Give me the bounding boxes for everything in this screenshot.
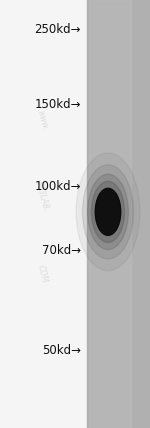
Text: COM: COM — [35, 264, 49, 284]
Text: 150kd→: 150kd→ — [34, 98, 81, 111]
Bar — [87, 0, 150, 428]
Text: 70kd→: 70kd→ — [42, 244, 81, 257]
Text: 100kd→: 100kd→ — [34, 180, 81, 193]
Text: www.: www. — [35, 109, 49, 131]
Text: 50kd→: 50kd→ — [42, 345, 81, 357]
Ellipse shape — [92, 181, 125, 242]
Text: 250kd→: 250kd→ — [34, 24, 81, 36]
Ellipse shape — [95, 188, 121, 235]
Text: PT3LAB.: PT3LAB. — [34, 181, 50, 213]
Ellipse shape — [76, 153, 140, 271]
Bar — [88, 0, 130, 428]
Ellipse shape — [88, 174, 128, 250]
Ellipse shape — [82, 165, 134, 259]
Bar — [0, 0, 87, 428]
